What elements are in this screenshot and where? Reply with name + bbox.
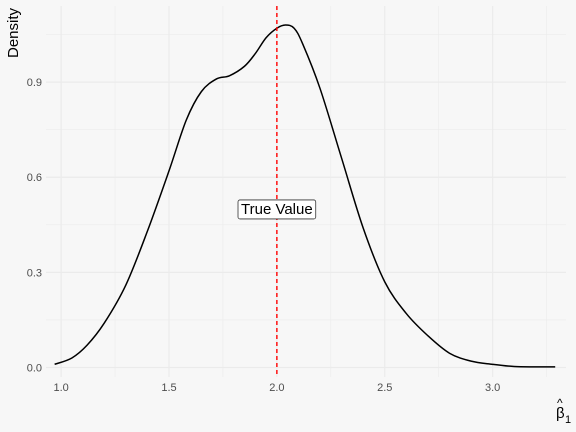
y-tick-label: 0.6 <box>27 172 42 184</box>
x-tick-label: 3.0 <box>485 382 500 394</box>
x-tick-label: 1.0 <box>53 382 68 394</box>
annotation-label: True Value <box>241 201 313 218</box>
annotation-box <box>237 199 317 220</box>
true-value-annotation: True Value <box>237 199 317 220</box>
x-axis-title: β ^ 1 <box>556 396 571 426</box>
x-tick-label: 1.5 <box>161 382 176 394</box>
density-curve <box>54 24 556 368</box>
x-tick-label: 2.5 <box>377 382 392 394</box>
x-axis-title-base: β <box>556 405 565 422</box>
y-axis-title: Density <box>5 7 22 58</box>
x-axis-title-hat: ^ <box>557 396 563 410</box>
grid-lines <box>46 6 566 377</box>
x-tick-label: 2.0 <box>269 382 284 394</box>
density-curve-group <box>54 24 556 368</box>
y-tick-label: 0.9 <box>27 77 42 89</box>
tick-labels: 1.0 1.5 2.0 2.5 3.0 0.0 0.3 0.6 0.9 <box>27 77 501 394</box>
y-tick-label: 0.0 <box>27 362 42 374</box>
y-tick-label: 0.3 <box>27 267 42 279</box>
x-axis-title-subscript: 1 <box>565 414 571 426</box>
